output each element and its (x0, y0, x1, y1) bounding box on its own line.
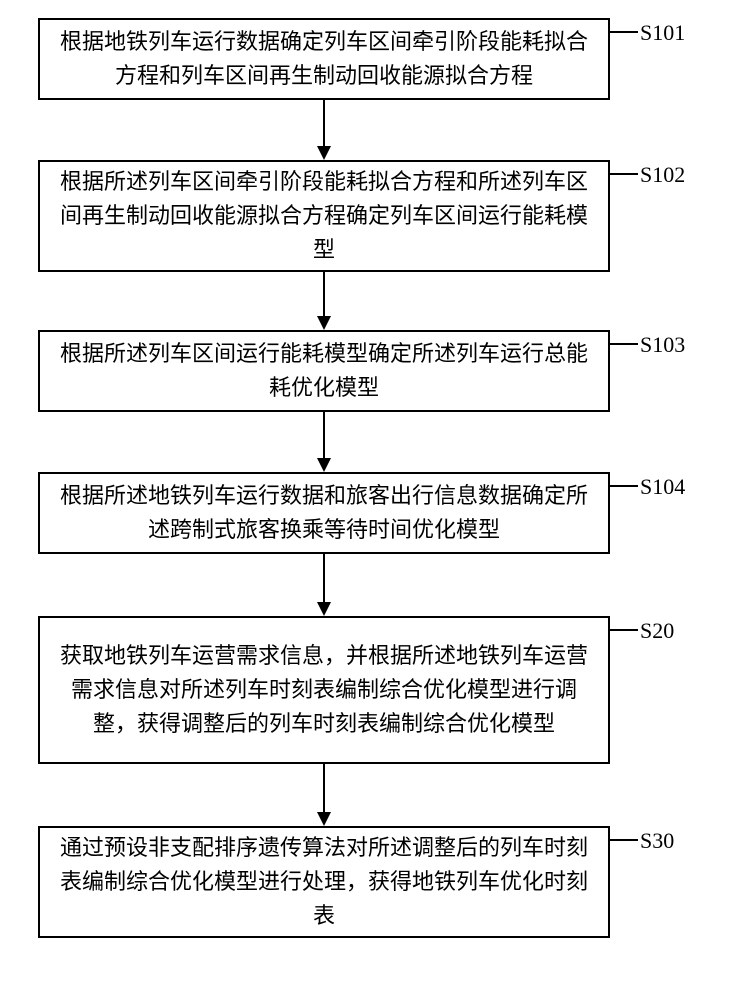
arrow-head-icon (317, 316, 331, 330)
flow-node: 根据所述列车区间运行能耗模型确定所述列车运行总能耗优化模型 (38, 330, 610, 412)
flow-node-text: 根据所述列车区间运行能耗模型确定所述列车运行总能耗优化模型 (60, 337, 588, 405)
flow-node: 根据地铁列车运行数据确定列车区间牵引阶段能耗拟合方程和列车区间再生制动回收能源拟… (38, 18, 610, 100)
flow-node-text: 根据所述地铁列车运行数据和旅客出行信息数据确定所述跨制式旅客换乘等待时间优化模型 (60, 479, 588, 547)
step-label: S30 (640, 828, 674, 854)
flow-node: 获取地铁列车运营需求信息，并根据所述地铁列车运营需求信息对所述列车时刻表编制综合… (38, 616, 610, 764)
step-label: S101 (640, 20, 685, 46)
flow-node: 根据所述地铁列车运行数据和旅客出行信息数据确定所述跨制式旅客换乘等待时间优化模型 (38, 472, 610, 554)
flow-node-text: 通过预设非支配排序遗传算法对所述调整后的列车时刻表编制综合优化模型进行处理，获得… (60, 831, 588, 933)
arrow-line (323, 554, 325, 602)
flow-node: 根据所述列车区间牵引阶段能耗拟合方程和所述列车区间再生制动回收能源拟合方程确定列… (38, 160, 610, 272)
label-connector (610, 485, 638, 487)
flow-node-text: 根据地铁列车运行数据确定列车区间牵引阶段能耗拟合方程和列车区间再生制动回收能源拟… (60, 25, 588, 93)
arrow-line (323, 412, 325, 458)
arrow-head-icon (317, 146, 331, 160)
label-connector (610, 629, 638, 631)
step-label: S104 (640, 474, 685, 500)
arrow-head-icon (317, 602, 331, 616)
arrow-line (323, 100, 325, 146)
flow-node-text: 获取地铁列车运营需求信息，并根据所述地铁列车运营需求信息对所述列车时刻表编制综合… (60, 639, 588, 741)
step-label: S20 (640, 618, 674, 644)
arrow-line (323, 764, 325, 812)
arrow-head-icon (317, 458, 331, 472)
step-label: S103 (640, 332, 685, 358)
flow-node-text: 根据所述列车区间牵引阶段能耗拟合方程和所述列车区间再生制动回收能源拟合方程确定列… (60, 165, 588, 267)
arrow-head-icon (317, 812, 331, 826)
label-connector (610, 839, 638, 841)
label-connector (610, 31, 638, 33)
flow-node: 通过预设非支配排序遗传算法对所述调整后的列车时刻表编制综合优化模型进行处理，获得… (38, 826, 610, 938)
label-connector (610, 173, 638, 175)
flowchart-canvas: 根据地铁列车运行数据确定列车区间牵引阶段能耗拟合方程和列车区间再生制动回收能源拟… (0, 0, 737, 1000)
label-connector (610, 343, 638, 345)
arrow-line (323, 272, 325, 316)
step-label: S102 (640, 162, 685, 188)
